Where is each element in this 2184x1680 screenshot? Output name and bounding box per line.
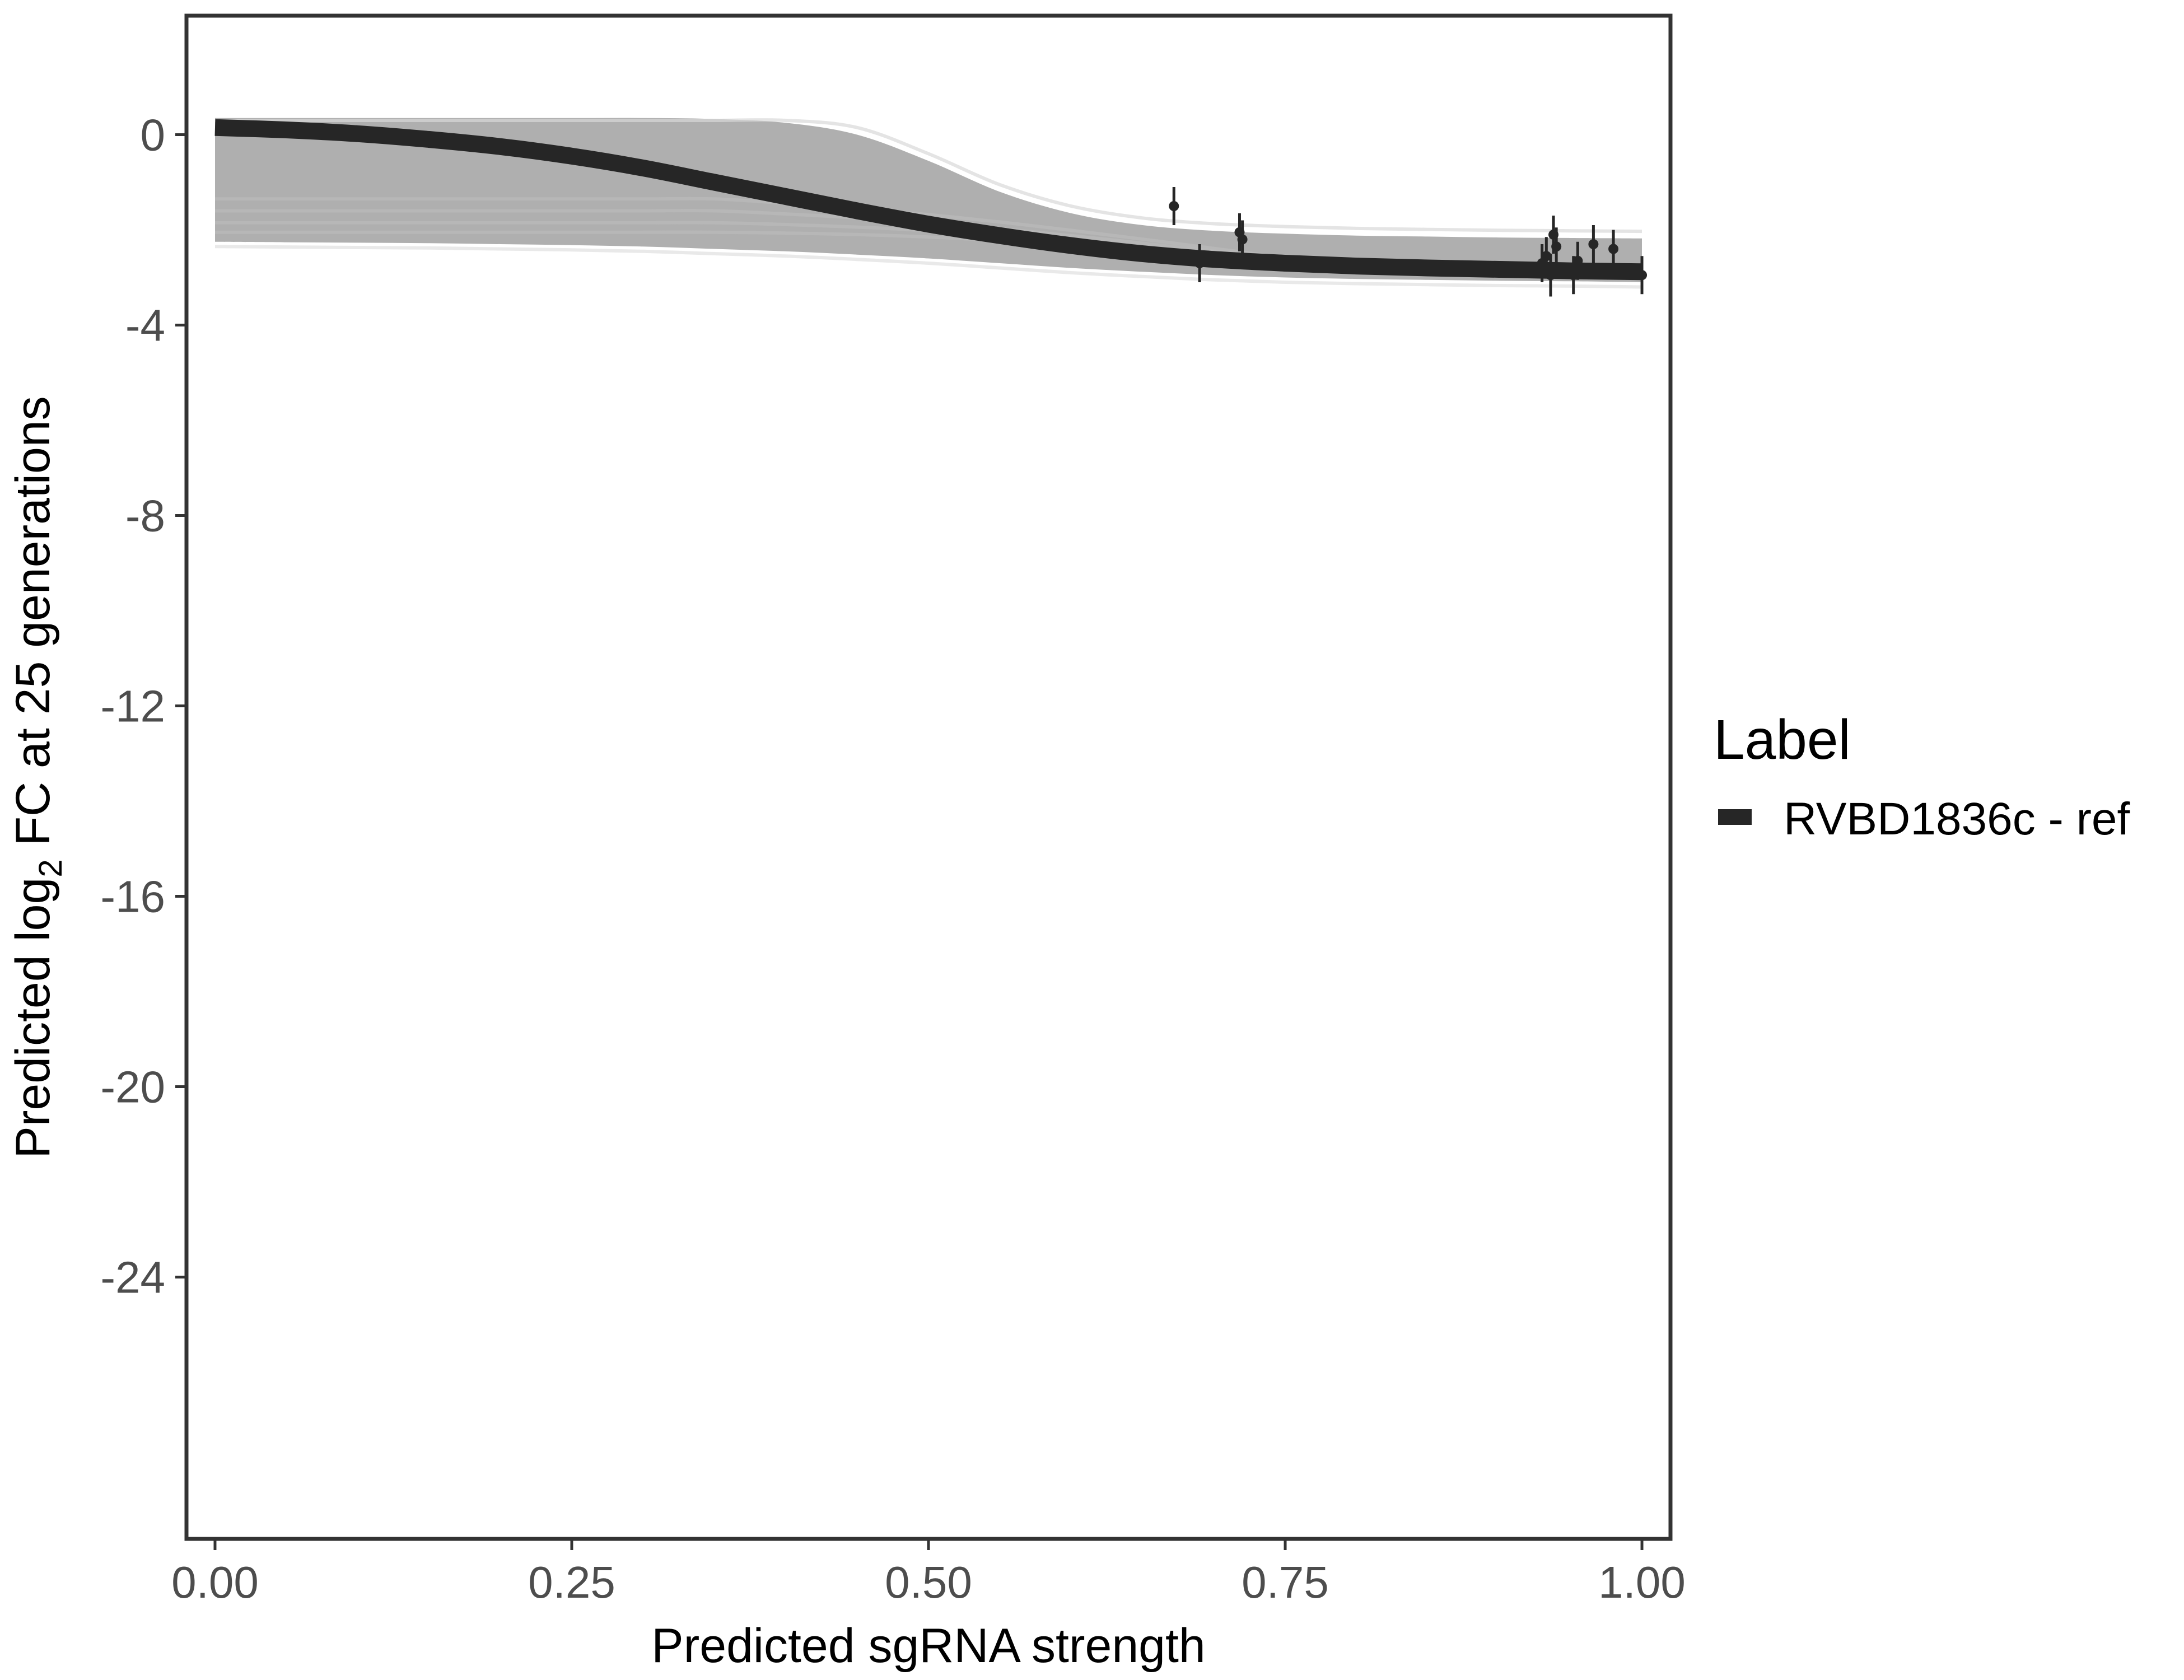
point-marker xyxy=(1608,244,1619,254)
data-points-layer xyxy=(1169,187,1648,297)
y-tick-label: -20 xyxy=(100,1062,165,1112)
data-point xyxy=(1541,237,1552,276)
legend: Label RVBD1836c - ref xyxy=(1714,708,2130,844)
y-tick-label: -16 xyxy=(100,872,165,922)
point-marker xyxy=(1568,270,1579,281)
y-axis-title: Predicted log2 FC at 25 generations xyxy=(6,396,69,1158)
legend-label-rvbd1836c: RVBD1836c - ref xyxy=(1784,794,2130,844)
x-tick-label: 0.50 xyxy=(885,1557,972,1607)
x-tick-label: 1.00 xyxy=(1598,1557,1686,1607)
data-point xyxy=(1545,254,1556,297)
x-tick-label: 0.00 xyxy=(171,1557,259,1607)
point-marker xyxy=(1572,255,1583,266)
data-point xyxy=(1608,230,1619,268)
data-point xyxy=(1237,220,1248,259)
point-marker xyxy=(1637,270,1648,281)
data-point xyxy=(1572,241,1583,280)
data-point xyxy=(1637,256,1648,295)
y-axis-title-subscript: 2 xyxy=(32,859,69,877)
x-tick-label: 0.25 xyxy=(528,1557,615,1607)
point-marker xyxy=(1541,251,1552,262)
data-point xyxy=(1194,244,1205,282)
point-marker xyxy=(1194,258,1205,268)
y-tick-label: 0 xyxy=(141,110,166,160)
data-point xyxy=(1169,187,1179,225)
y-tick-label: -8 xyxy=(125,491,165,541)
x-tick-label: 0.75 xyxy=(1242,1557,1329,1607)
fit-line-rvbd1836c xyxy=(214,119,1642,281)
fit-line-layer xyxy=(214,119,1642,281)
x-axis-title: Predicted sgRNA strength xyxy=(651,1619,1206,1673)
point-marker xyxy=(1551,241,1562,252)
posterior-draw-line xyxy=(214,245,1642,289)
point-marker xyxy=(1588,239,1599,249)
y-axis-title-suffix: FC at 25 generations xyxy=(6,396,60,859)
point-marker xyxy=(1237,234,1248,245)
y-tick-label: -24 xyxy=(100,1253,165,1303)
data-point xyxy=(1551,227,1562,266)
point-marker xyxy=(1545,270,1556,281)
data-point xyxy=(1588,225,1599,263)
y-axis: 0 -4 -8 -12 -16 -20 -24 xyxy=(100,110,186,1303)
legend-key-rvbd1836c xyxy=(1718,809,1752,825)
y-tick-label: -4 xyxy=(125,301,165,351)
legend-title: Label xyxy=(1714,708,1851,771)
point-marker xyxy=(1169,201,1179,211)
y-tick-label: -12 xyxy=(100,682,165,731)
y-axis-title-prefix: Predicted log xyxy=(6,878,60,1159)
posterior-draw-line xyxy=(215,118,1642,234)
x-axis: 0.00 0.25 0.50 0.75 1.00 xyxy=(171,1539,1686,1607)
